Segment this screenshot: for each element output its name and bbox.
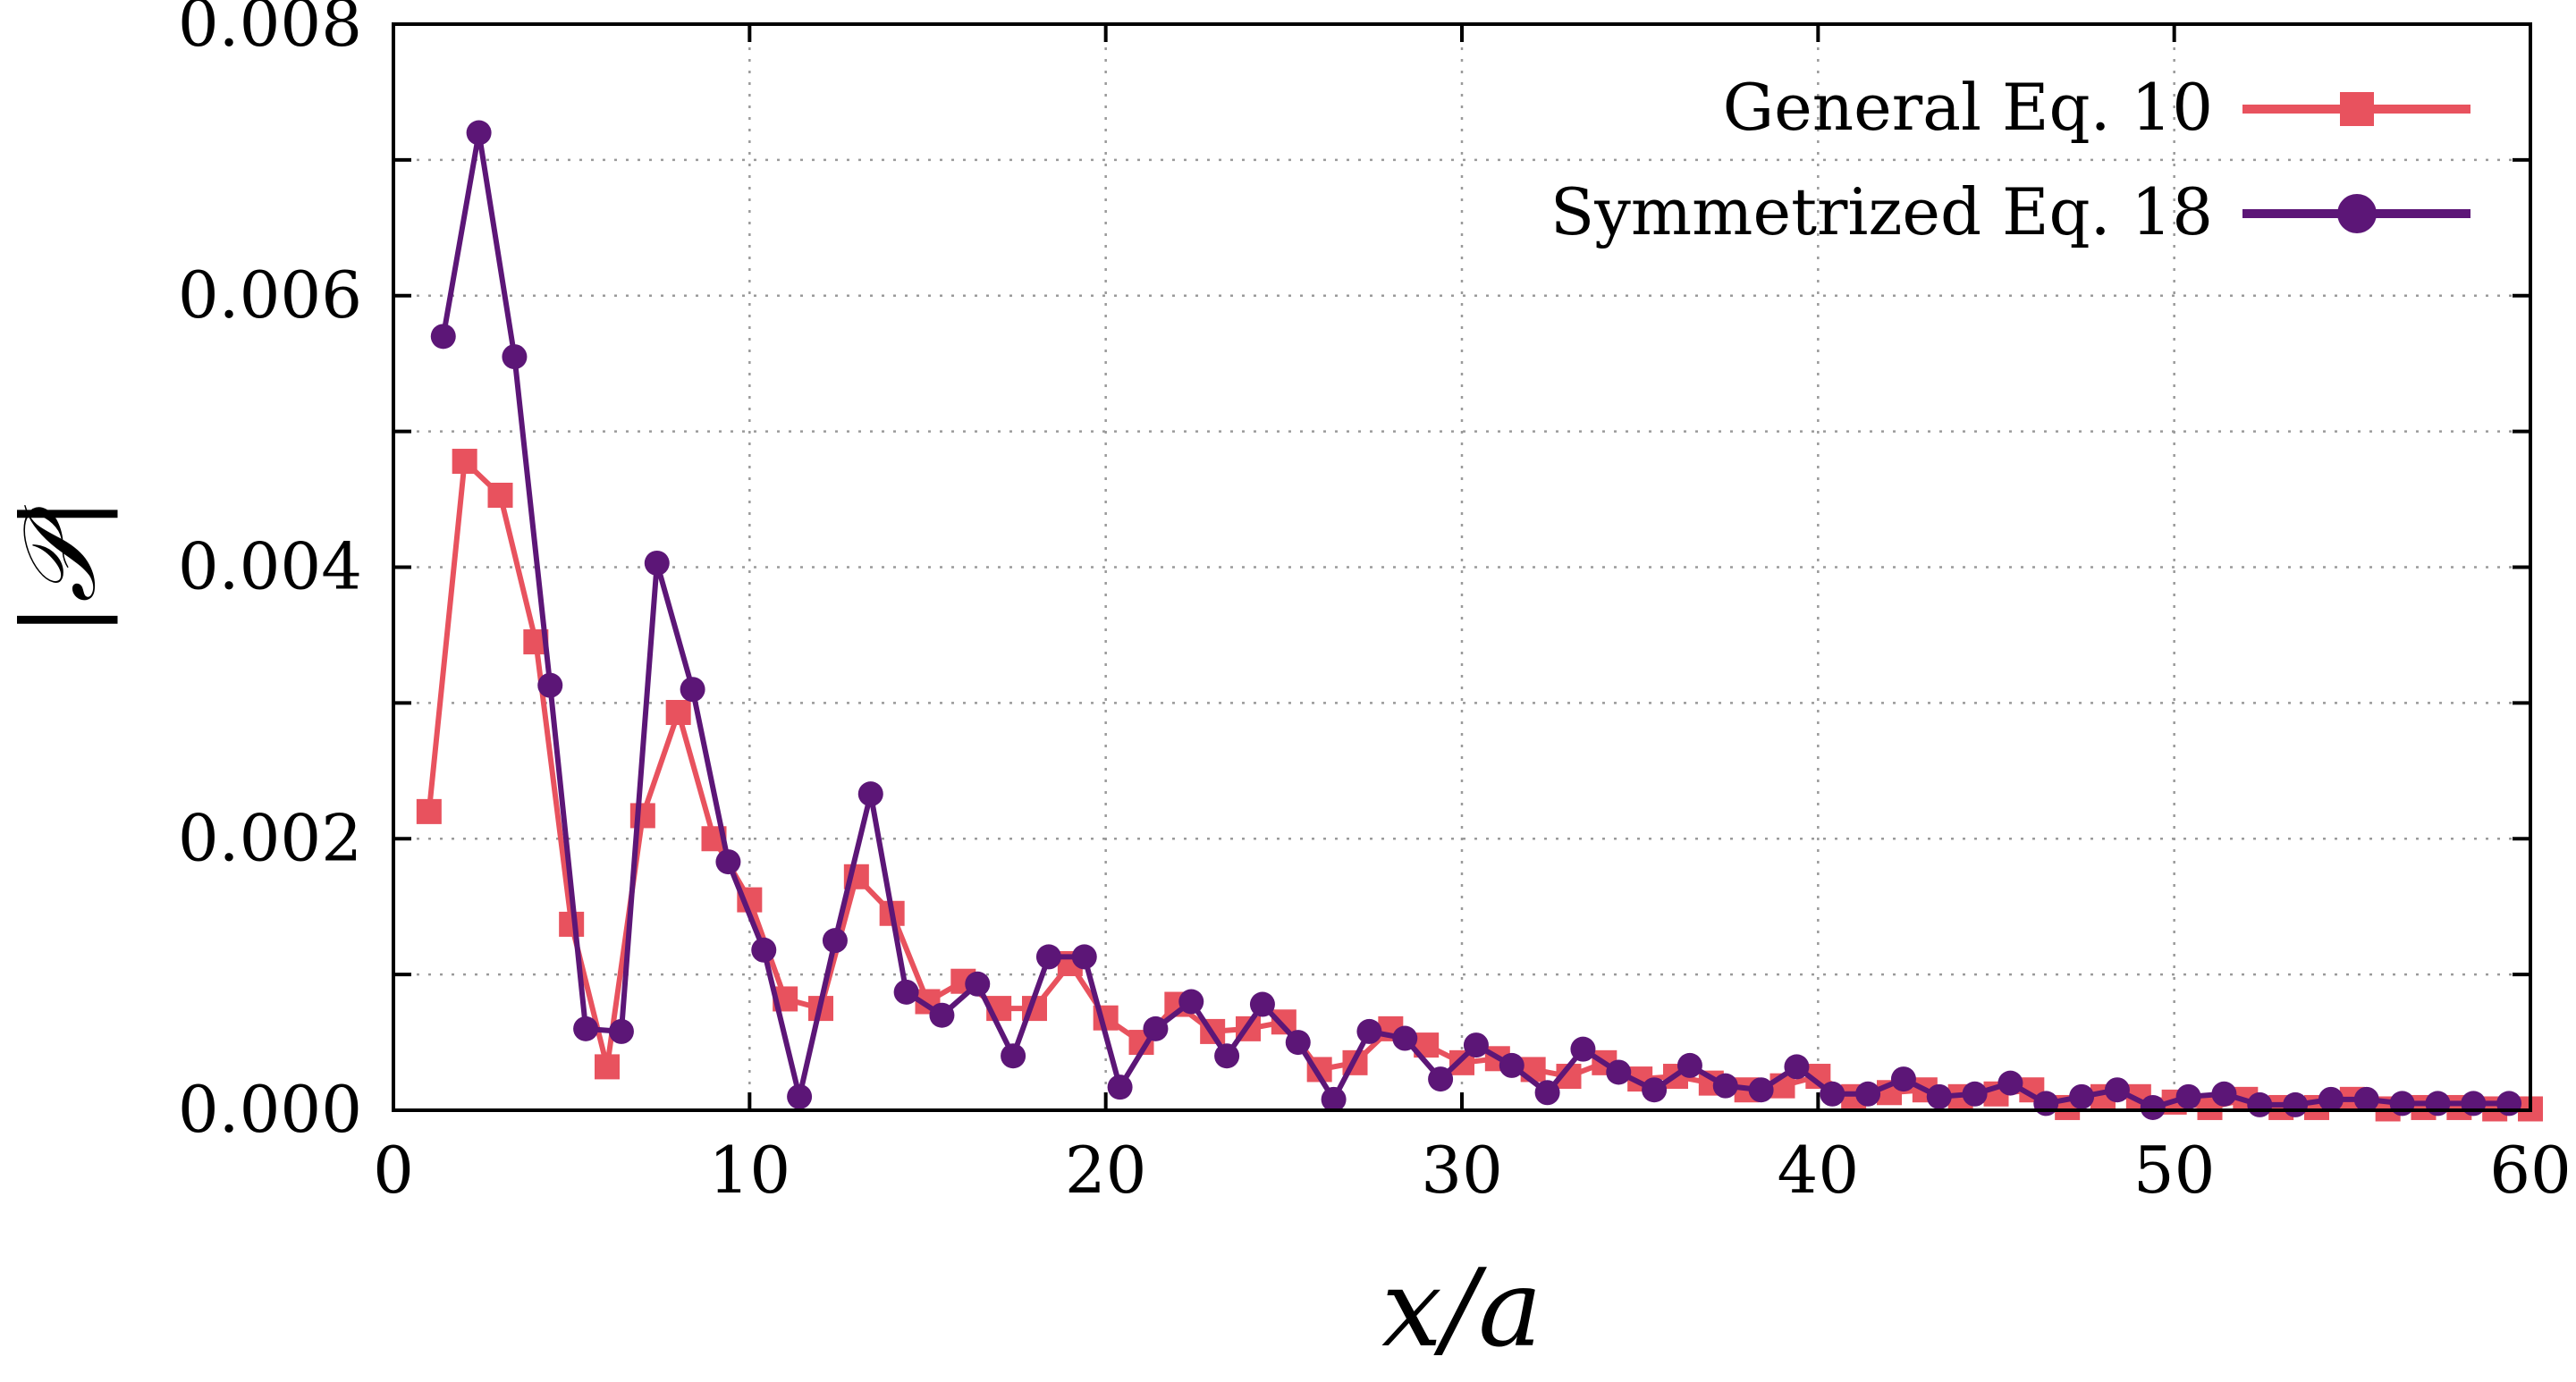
data-point-circle (680, 677, 705, 703)
data-point-circle (430, 324, 456, 350)
data-point-circle (1285, 1030, 1311, 1056)
y-tick-label: 0.002 (178, 800, 362, 875)
data-point-circle (502, 344, 528, 370)
data-point-circle (1321, 1086, 1347, 1112)
data-point-circle (2496, 1091, 2522, 1117)
data-point-circle (1748, 1077, 1774, 1103)
data-point-circle (2104, 1077, 2130, 1103)
data-point-circle (1143, 1015, 1169, 1041)
data-point-square (595, 1054, 620, 1080)
data-point-circle (965, 971, 991, 997)
data-point-circle (2461, 1091, 2487, 1117)
data-point-circle (1428, 1066, 1454, 1092)
series-line (426, 459, 2530, 1112)
y-tick-label: 0.004 (178, 529, 362, 604)
legend: General Eq. 10 Symmetrized Eq. 18 (1550, 70, 2470, 249)
data-point-circle (1820, 1081, 1845, 1107)
y-tick-label: 0.000 (178, 1072, 362, 1147)
series-symmetrized (430, 120, 2522, 1120)
data-point-circle (1249, 991, 1275, 1017)
x-axis-label: x/a (1381, 1247, 1542, 1371)
data-point-square (629, 803, 655, 829)
x-tick-label: 0 (373, 1133, 414, 1208)
data-point-circle (537, 672, 563, 698)
data-point-circle (2389, 1091, 2415, 1117)
data-point-circle (1499, 1052, 1524, 1078)
series-line (440, 130, 2510, 1110)
data-point-circle (1356, 1018, 1382, 1044)
x-tick-label: 50 (2133, 1133, 2216, 1208)
y-axis-label: |𝒫| (2, 497, 118, 636)
data-point-circle (1214, 1043, 1240, 1069)
series-general (416, 449, 2543, 1122)
data-point-circle (1071, 944, 1097, 970)
data-point-circle (893, 979, 919, 1005)
data-point-square (416, 798, 442, 824)
data-point-circle (644, 550, 670, 576)
legend-marker-circle (2337, 194, 2377, 233)
data-point-circle (1677, 1052, 1702, 1078)
data-point-circle (1712, 1073, 1738, 1099)
data-point-circle (929, 1002, 955, 1028)
data-point-circle (1855, 1081, 1881, 1107)
legend-label-general: General Eq. 10 (1723, 70, 2213, 145)
x-tick-label: 60 (2489, 1133, 2572, 1208)
data-point-circle (2318, 1086, 2344, 1112)
data-point-circle (1926, 1083, 1952, 1109)
data-point-circle (751, 937, 777, 963)
data-point-circle (2247, 1091, 2273, 1117)
data-point-circle (1534, 1080, 1560, 1106)
data-point-circle (1890, 1066, 1916, 1092)
legend-marker-square (2340, 92, 2374, 126)
data-point-square (452, 449, 477, 475)
x-tick-label: 10 (709, 1133, 791, 1208)
data-point-circle (1463, 1032, 1489, 1058)
data-point-circle (1570, 1036, 1596, 1062)
data-point-circle (2425, 1091, 2451, 1117)
legend-label-symmetrized: Symmetrized Eq. 18 (1550, 174, 2213, 249)
data-point-circle (1392, 1025, 1418, 1051)
data-point-circle (787, 1083, 813, 1109)
data-point-circle (466, 120, 492, 146)
legend-entry-general: General Eq. 10 (1723, 70, 2470, 145)
plot-frame (392, 22, 2532, 1112)
data-point-circle (857, 781, 883, 807)
x-tick-label: 40 (1778, 1133, 1860, 1208)
data-point-circle (1035, 944, 1061, 970)
data-point-circle (608, 1018, 634, 1044)
data-point-circle (1107, 1074, 1133, 1100)
grid (393, 24, 2530, 1110)
x-tick-label: 30 (1421, 1133, 1503, 1208)
data-point-circle (2140, 1094, 2166, 1120)
tick-labels: 0 10 20 30 40 50 60 0.000 0.002 0.004 0.006 0.008 (178, 0, 2572, 1208)
data-point-circle (2283, 1091, 2309, 1117)
data-point-circle (2033, 1091, 2059, 1117)
data-point-circle (822, 928, 848, 954)
data-point-circle (1178, 989, 1204, 1015)
data-point-square (665, 700, 691, 726)
data-point-circle (1784, 1054, 1810, 1080)
data-point-circle (2175, 1083, 2201, 1109)
data-point-circle (1606, 1059, 1632, 1085)
data-point-circle (2353, 1086, 2379, 1112)
legend-entry-symmetrized: Symmetrized Eq. 18 (1550, 174, 2470, 249)
data-point-circle (2069, 1083, 2095, 1109)
y-tick-label: 0.008 (178, 0, 362, 61)
x-tick-label: 20 (1065, 1133, 1147, 1208)
data-point-circle (1001, 1043, 1026, 1069)
data-point-square (487, 483, 513, 509)
y-tick-label: 0.006 (178, 257, 362, 333)
data-point-circle (1962, 1081, 1988, 1107)
data-point-circle (1997, 1070, 2023, 1096)
data-point-circle (1642, 1077, 1668, 1103)
data-point-circle (2211, 1081, 2237, 1107)
data-point-circle (573, 1015, 599, 1041)
data-point-circle (715, 849, 741, 875)
data-series (416, 120, 2543, 1122)
